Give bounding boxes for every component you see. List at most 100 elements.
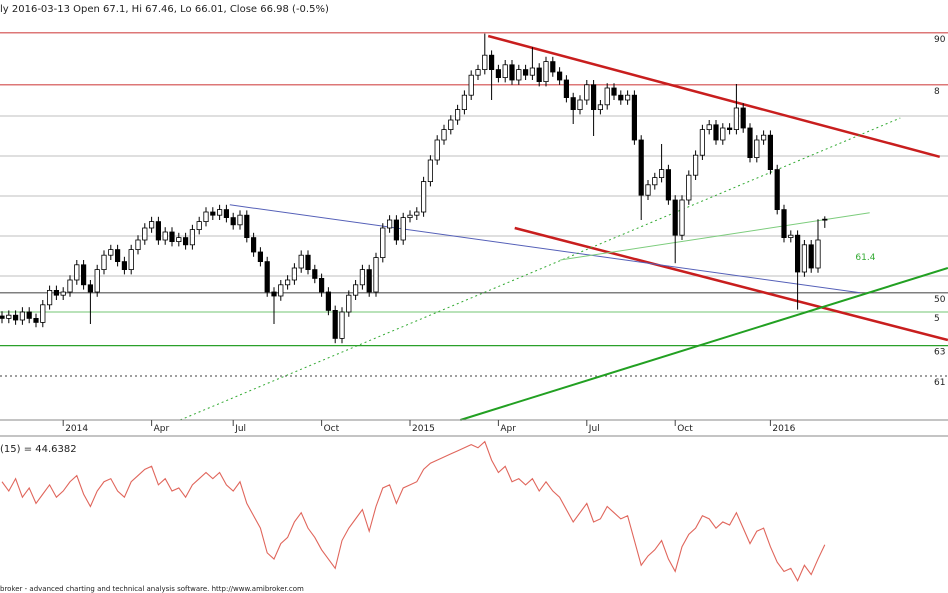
candle-body: [67, 279, 73, 293]
candle-body: [60, 291, 66, 296]
candle-body: [53, 289, 60, 296]
candle-body: [774, 169, 780, 211]
chart-title: ly 2016-03-13 Open 67.1, Hi 67.46, Lo 66…: [0, 4, 329, 15]
x-tick-label: Oct: [677, 424, 693, 434]
candle-body: [291, 267, 298, 281]
footer: broker - advanced charting and technical…: [0, 585, 304, 593]
candle-body: [686, 174, 692, 201]
trend-line: [460, 267, 948, 421]
candle-body: [720, 127, 726, 141]
candle-body: [278, 284, 284, 297]
candle-body: [94, 269, 100, 293]
candle-body: [162, 231, 168, 241]
candle-body: [74, 264, 80, 281]
candle-body: [727, 127, 733, 131]
candle-body: [679, 199, 685, 236]
candle-body: [781, 209, 787, 239]
candle-body: [135, 239, 141, 251]
candle-body: [808, 244, 814, 269]
candle-body: [407, 214, 413, 218]
level-label: 50: [934, 295, 946, 305]
candle-body: [6, 314, 12, 319]
candle-body: [672, 199, 678, 236]
candle-body: [665, 169, 672, 201]
candle-body: [339, 311, 345, 339]
candle-body: [230, 217, 236, 226]
candle-body: [81, 264, 87, 286]
level-label: 5: [934, 314, 940, 324]
candle-body: [434, 139, 440, 161]
x-tick-label: Oct: [324, 424, 340, 434]
x-tick-label: 2016: [772, 424, 795, 434]
candle-body: [448, 119, 454, 131]
level-label: 63: [934, 348, 945, 358]
candle-body: [142, 227, 148, 241]
candle-body: [652, 177, 658, 186]
candle-body: [250, 237, 257, 253]
candle-body: [414, 211, 420, 216]
candle-body: [570, 97, 576, 110]
candle-body: [115, 249, 121, 263]
candle-body: [516, 69, 522, 81]
candle-body: [182, 237, 189, 246]
candle-body: [441, 129, 447, 141]
candle-body: [495, 69, 502, 78]
candle-body: [536, 67, 542, 83]
trend-line: [179, 117, 901, 421]
candle-body: [155, 221, 161, 241]
candle-body: [625, 94, 631, 101]
trend-line: [229, 204, 861, 294]
candle-body: [645, 184, 651, 196]
candle-body: [420, 181, 427, 213]
candle-body: [128, 249, 134, 271]
candle-body: [618, 94, 624, 101]
candle-body: [604, 87, 610, 106]
candle-body: [373, 257, 379, 293]
candle-body: [523, 69, 529, 76]
candle-body: [801, 244, 808, 273]
candle-body: [733, 107, 740, 131]
candle-body: [305, 254, 311, 270]
level-label: 90: [934, 35, 946, 45]
candle-body: [659, 169, 665, 179]
candle-body: [468, 74, 474, 96]
annotation: 61.4: [855, 253, 875, 263]
candle-body: [795, 234, 801, 273]
candle-body: [461, 94, 468, 110]
x-tick-label: Jul: [588, 424, 600, 434]
candle-body: [257, 251, 264, 263]
candle-body: [47, 289, 53, 306]
candle-body: [101, 254, 107, 270]
x-tick-label: 2014: [65, 424, 88, 434]
candle-body: [108, 249, 114, 256]
candle-body: [591, 84, 597, 111]
candle-body: [597, 104, 604, 111]
title-bg: [0, 0, 420, 17]
candle-body: [584, 84, 590, 101]
level-label: 61: [934, 378, 945, 388]
candle-body: [380, 227, 386, 259]
candle-body: [502, 64, 508, 79]
candle-body: [767, 134, 774, 170]
trend-line: [487, 34, 941, 159]
candle-body: [427, 159, 434, 183]
x-tick-label: Apr: [154, 424, 170, 434]
candle-body: [747, 127, 753, 159]
candle-body: [87, 284, 93, 293]
candle-body: [346, 294, 352, 313]
candle-body: [550, 61, 556, 73]
candle-body: [176, 237, 182, 243]
indicator-title: (15) = 44.6382: [0, 444, 77, 455]
candle-body: [0, 315, 5, 319]
candle-body: [699, 129, 706, 156]
candle-body: [352, 284, 359, 296]
candle-body: [454, 109, 461, 121]
candle-body: [611, 87, 617, 96]
candle-body: [203, 211, 209, 223]
candle-body: [488, 54, 495, 71]
candle-body: [400, 217, 406, 241]
candle-body: [543, 61, 549, 82]
candle-body: [366, 269, 372, 293]
candle-body: [761, 134, 767, 141]
